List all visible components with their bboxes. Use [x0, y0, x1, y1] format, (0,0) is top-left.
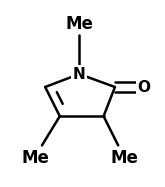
- Text: Me: Me: [65, 16, 93, 33]
- Text: Me: Me: [111, 149, 139, 167]
- Text: Me: Me: [21, 149, 49, 167]
- Text: N: N: [73, 67, 86, 82]
- Text: O: O: [138, 79, 151, 94]
